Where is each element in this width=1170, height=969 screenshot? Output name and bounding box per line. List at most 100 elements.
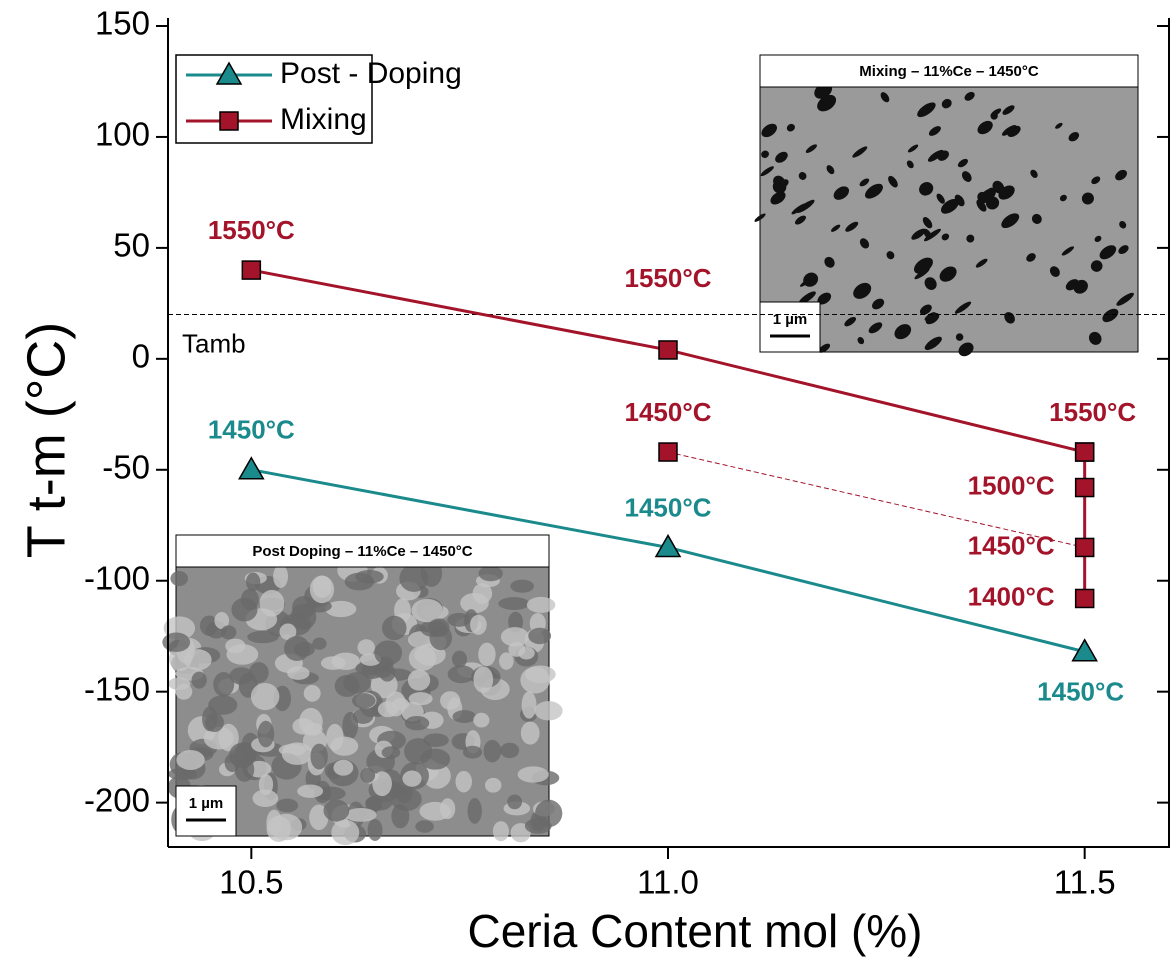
inset-grain: [886, 251, 895, 260]
inset-grain: [1091, 176, 1101, 185]
inset-grain: [423, 733, 449, 748]
inset-grain: [907, 144, 919, 153]
inset-grain: [803, 272, 819, 287]
inset-grain: [941, 233, 950, 241]
inset-grain: [310, 743, 328, 770]
point-label: 1450°C: [1037, 677, 1124, 707]
inset-grain: [1001, 213, 1020, 229]
series-line: [667, 451, 1085, 548]
inset-grain: [1088, 331, 1102, 345]
legend-marker: [215, 61, 243, 85]
inset-grain: [964, 91, 975, 101]
inset-grain: [786, 123, 795, 132]
inset-grain: [404, 715, 430, 731]
point-label: 1500°C: [968, 470, 1055, 500]
inset-grain: [1118, 245, 1129, 255]
inset-grain: [382, 615, 407, 641]
point-label: 1450°C: [624, 492, 711, 522]
inset-grain: [357, 639, 375, 656]
inset-grain: [266, 809, 282, 836]
inset-grain: [955, 333, 964, 341]
y-tick-label: 100: [95, 116, 150, 153]
inset-grain: [203, 726, 234, 750]
inset-grain: [1090, 260, 1103, 272]
x-axis-label: Ceria Content mol (%): [467, 905, 922, 957]
inset-grain: [1068, 132, 1080, 142]
inset-grain: [923, 228, 932, 240]
inset-grain: [428, 618, 450, 638]
inset-grain: [936, 193, 945, 204]
inset-grain: [452, 650, 468, 668]
point-label: 1550°C: [208, 215, 295, 245]
point-label: 1450°C: [968, 530, 1055, 560]
inset-grain: [492, 821, 510, 842]
inset-grain: [334, 674, 360, 697]
y-tick-label: -150: [84, 670, 150, 707]
inset-grain: [1030, 169, 1038, 178]
inset-grain: [183, 649, 212, 671]
legend-marker: [219, 111, 239, 131]
inset-grain: [411, 598, 443, 623]
inset-grain: [467, 798, 482, 824]
legend-label: Post - Doping: [280, 57, 462, 90]
inset-grain: [1049, 266, 1060, 277]
inset-grain: [805, 144, 817, 153]
inset-grain: [312, 637, 327, 650]
inset-grain: [170, 570, 189, 587]
inset-grain: [817, 292, 832, 305]
inset-grain: [287, 666, 310, 680]
scale-box: [175, 785, 237, 837]
inset-grain: [859, 238, 870, 249]
y-tick-label: -50: [102, 449, 150, 486]
inset-grain: [484, 777, 502, 793]
inset-grain: [258, 774, 274, 795]
inset-grain: [976, 199, 987, 212]
inset-grain: [276, 798, 299, 813]
inset-grain: [351, 693, 376, 709]
inset-grain: [415, 820, 434, 833]
inset-grain: [176, 750, 205, 770]
inset-grain: [213, 672, 235, 697]
inset-grain: [498, 597, 530, 610]
inset-title-box: [175, 534, 550, 568]
inset-grain: [818, 343, 831, 353]
inset-grain: [229, 667, 254, 685]
legend-box: [175, 54, 373, 144]
inset-grain: [852, 146, 868, 158]
data-point: [1074, 588, 1095, 609]
inset-grain: [911, 228, 926, 240]
inset-grain: [517, 766, 549, 783]
inset-grain: [957, 158, 968, 168]
inset-grain: [470, 614, 487, 635]
inset-grain: [987, 187, 995, 194]
data-point: [1074, 477, 1095, 498]
inset-grain: [859, 178, 870, 187]
inset-grain: [521, 691, 537, 719]
inset-grain: [303, 685, 321, 702]
inset-grain: [360, 768, 376, 783]
inset-grain: [954, 301, 972, 314]
inset-grain: [868, 322, 883, 334]
inset-grain: [992, 180, 1005, 194]
inset-grain: [226, 644, 259, 665]
inset-grain: [826, 165, 835, 175]
inset-grain: [462, 745, 483, 759]
inset-grain: [857, 337, 865, 345]
inset-grain: [452, 710, 477, 724]
inset-grain: [250, 682, 280, 711]
y-tick-label: 50: [113, 227, 150, 264]
inset-grain: [888, 175, 898, 188]
inset-grain: [958, 342, 974, 357]
inset-grain: [1059, 194, 1067, 202]
inset-title: Mixing – 11%Ce – 1450°C: [859, 63, 1039, 80]
inset-grain: [927, 149, 944, 162]
y-tick-label: -100: [84, 559, 150, 596]
inset-grain: [331, 819, 360, 846]
point-label: 1550°C: [624, 263, 711, 293]
inset-grain: [162, 632, 191, 652]
inset-grain: [510, 579, 535, 593]
inset-grain: [472, 583, 493, 604]
inset-grain: [830, 224, 841, 232]
inset-grain: [1031, 213, 1042, 224]
